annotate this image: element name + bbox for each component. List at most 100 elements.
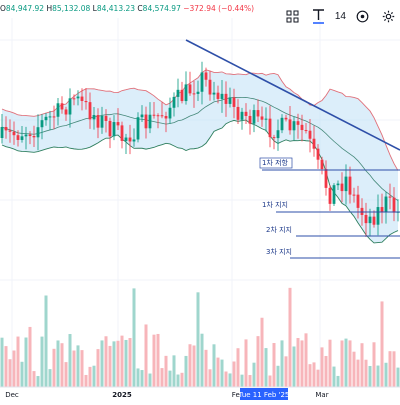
candle-body	[340, 183, 344, 192]
settings-icon[interactable]	[378, 6, 398, 26]
volume-bar	[264, 348, 268, 387]
candle	[260, 106, 264, 127]
grid	[0, 18, 400, 387]
candle	[280, 114, 284, 134]
volume-bar	[44, 295, 48, 387]
basis-line	[1, 96, 399, 201]
candle-body	[92, 115, 96, 120]
candle	[36, 114, 40, 151]
close-label: C	[137, 4, 143, 13]
candle-body	[236, 106, 240, 120]
volume-bar	[352, 351, 356, 387]
candle	[20, 125, 24, 143]
candle-body	[316, 148, 320, 160]
candle-body	[96, 115, 100, 128]
volume-bar	[328, 339, 332, 387]
volume-bar	[144, 324, 148, 387]
candle-body	[272, 137, 276, 139]
candle	[76, 90, 80, 106]
volume-bar	[132, 288, 136, 387]
candle-body	[344, 176, 348, 192]
volume-bar	[48, 369, 52, 387]
volume-bar	[12, 350, 16, 387]
candle-body	[240, 111, 244, 120]
volume-bar	[8, 359, 12, 387]
interval-label[interactable]: 14	[334, 10, 346, 22]
candle	[316, 144, 320, 169]
candle-body	[336, 183, 340, 186]
candle-body	[360, 207, 364, 215]
volume-bar	[248, 375, 252, 387]
candle	[112, 115, 116, 141]
candle	[328, 184, 332, 211]
volume-bar	[284, 356, 288, 387]
candle	[108, 117, 112, 149]
volume-bar	[32, 371, 36, 387]
volume-bar	[304, 333, 308, 387]
candle	[0, 113, 4, 144]
volume-bar	[316, 369, 320, 387]
candle	[164, 111, 168, 133]
candle-body	[328, 187, 332, 204]
candle-body	[376, 207, 380, 225]
volume-bar	[380, 301, 384, 387]
candle	[320, 156, 324, 175]
candle	[48, 110, 52, 131]
candle-body	[320, 159, 324, 170]
candle-body	[268, 118, 272, 138]
grid-icon[interactable]	[283, 6, 303, 26]
volume-bar	[148, 373, 152, 387]
candle-body	[64, 109, 68, 115]
volume-bar	[280, 340, 284, 387]
candle	[272, 134, 276, 150]
volume-bar	[84, 374, 88, 387]
candle	[348, 166, 352, 204]
crosshair-date-box	[240, 388, 288, 400]
volume-bar	[88, 366, 92, 387]
candle-body	[168, 107, 172, 119]
lower-band	[1, 119, 399, 244]
candle-body	[280, 117, 284, 131]
alert-icon[interactable]	[352, 6, 372, 26]
volume-bar	[184, 355, 188, 387]
candle	[80, 88, 84, 111]
volume-bar	[308, 364, 312, 387]
volume-bar	[296, 337, 300, 387]
candle-body	[36, 127, 40, 138]
volume-bar	[200, 333, 204, 387]
open-value: 84,947.92	[5, 4, 45, 13]
candle-body	[20, 136, 24, 140]
volume-bar	[336, 375, 340, 387]
volume-bar	[24, 337, 28, 387]
candle	[68, 88, 72, 128]
candle-body	[132, 139, 136, 142]
candle-body	[164, 116, 168, 119]
volume-bar	[92, 365, 96, 387]
candle-body	[24, 134, 28, 137]
volume-bar	[196, 292, 200, 387]
candle	[156, 113, 160, 129]
candle	[264, 107, 268, 132]
volume-bar	[376, 365, 380, 387]
text-icon[interactable]	[309, 6, 329, 26]
volume-bar	[272, 343, 276, 387]
candle	[160, 102, 164, 119]
candle	[188, 71, 192, 96]
volume-bar	[116, 340, 120, 387]
candle-body	[364, 214, 368, 224]
candle-body	[52, 116, 56, 118]
volume-bar	[236, 348, 240, 387]
candle	[292, 116, 296, 141]
candle	[276, 119, 280, 151]
candle	[96, 108, 100, 139]
candle	[4, 116, 8, 139]
candle-body	[48, 116, 52, 118]
candle-body	[252, 110, 256, 124]
volume-bar	[16, 336, 20, 387]
candle-body	[192, 93, 196, 95]
candle	[232, 88, 236, 119]
candle	[228, 87, 232, 108]
candle-body	[176, 89, 180, 97]
candle-body	[276, 130, 280, 139]
